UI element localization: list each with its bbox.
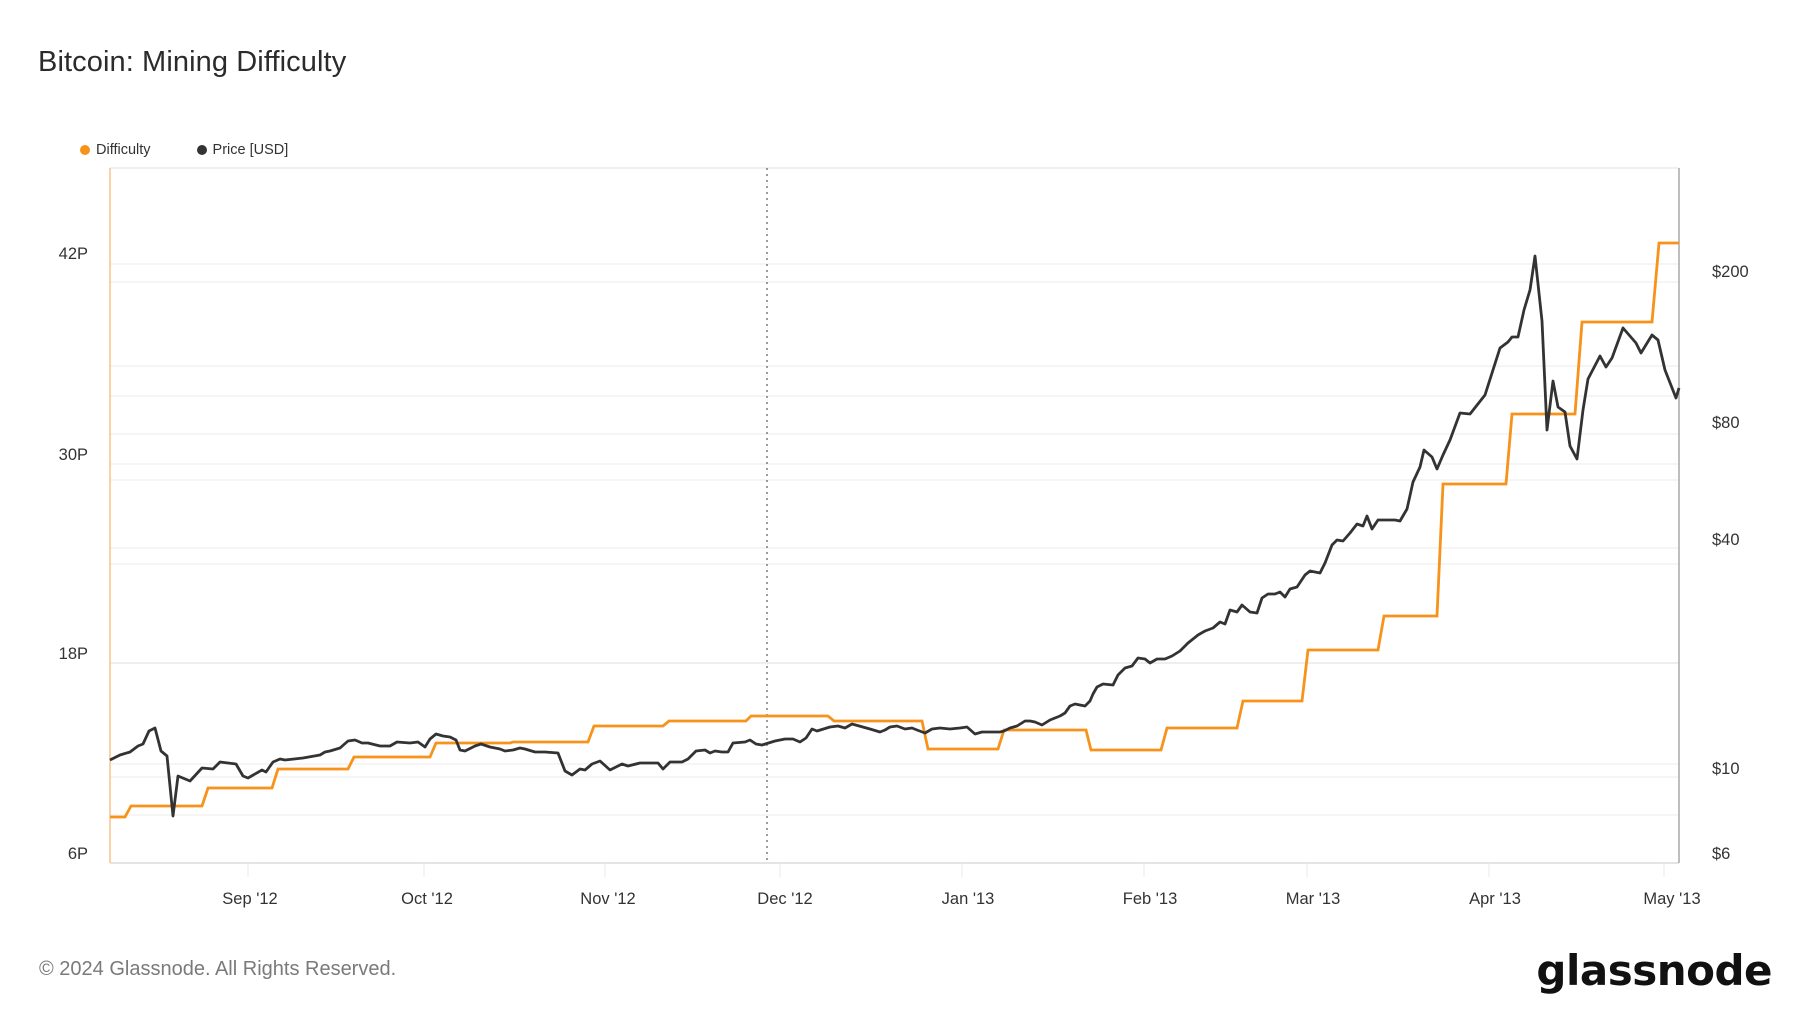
x-tick-apr-13: Apr '13 <box>1469 890 1521 908</box>
difficulty-dot-icon <box>80 145 90 155</box>
legend-label-difficulty: Difficulty <box>96 142 151 158</box>
x-tick-may-13: May '13 <box>1643 890 1701 908</box>
price-dot-icon <box>196 145 207 155</box>
difficulty-line <box>110 241 1679 819</box>
glassnode-logo: glassnode <box>1536 946 1772 995</box>
chart-title: Bitcoin: Mining Difficulty <box>38 46 347 78</box>
x-tick-feb-13: Feb '13 <box>1122 890 1178 908</box>
x-tick-oct-12: Oct '12 <box>401 890 453 908</box>
legend-item-difficulty[interactable]: Difficulty <box>80 142 151 158</box>
x-tick-jan-13: Jan '13 <box>941 890 995 908</box>
x-tick-nov-12: Nov '12 <box>580 890 636 908</box>
x-tick-mar-13: Mar '13 <box>1285 890 1341 908</box>
y-right-tick-6: $6 <box>1712 845 1731 863</box>
y-left-tick-6p: 6P <box>67 845 88 863</box>
y-right-tick-10: $10 <box>1712 760 1740 778</box>
y-left-tick-42p: 42P <box>58 245 88 263</box>
y-left-tick-30p: 30P <box>58 446 88 464</box>
legend-label-price: Price [USD] <box>212 142 289 158</box>
y-right-tick-40: $40 <box>1712 531 1740 549</box>
gridlines <box>110 263 1679 816</box>
copyright-footer: © 2024 Glassnode. All Rights Reserved. <box>39 958 397 980</box>
y-right-tick-80: $80 <box>1712 414 1740 432</box>
legend-item-price[interactable]: Price [USD] <box>196 142 289 158</box>
y-right-tick-200: $200 <box>1712 263 1749 281</box>
legend: Difficulty Price [USD] <box>80 142 288 158</box>
y-left-tick-18p: 18P <box>58 645 88 663</box>
x-tick-sep-12: Sep '12 <box>222 890 278 908</box>
price-line <box>109 254 1681 818</box>
x-tick-marks <box>247 863 1665 877</box>
x-tick-dec-12: Dec '12 <box>757 890 813 908</box>
